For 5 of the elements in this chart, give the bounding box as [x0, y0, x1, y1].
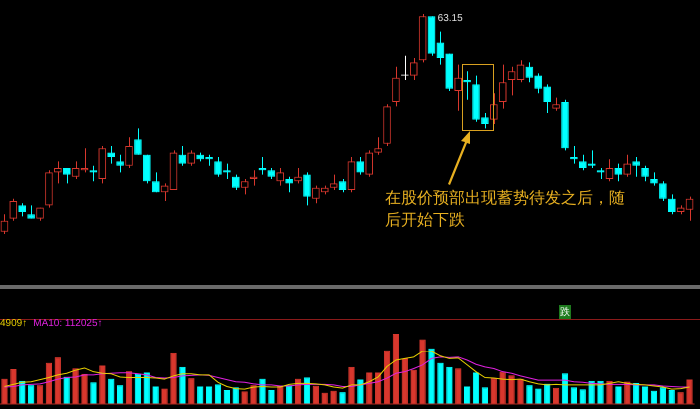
text: 跌 [559, 305, 571, 319]
annotation: 在股价预部出现蓄势待发之后，随后开始下跌 [385, 187, 626, 231]
text: MA10: 112025↑ [33, 318, 103, 329]
annotation: 63.15 [438, 12, 464, 24]
text: 4909↑ [0, 318, 28, 329]
